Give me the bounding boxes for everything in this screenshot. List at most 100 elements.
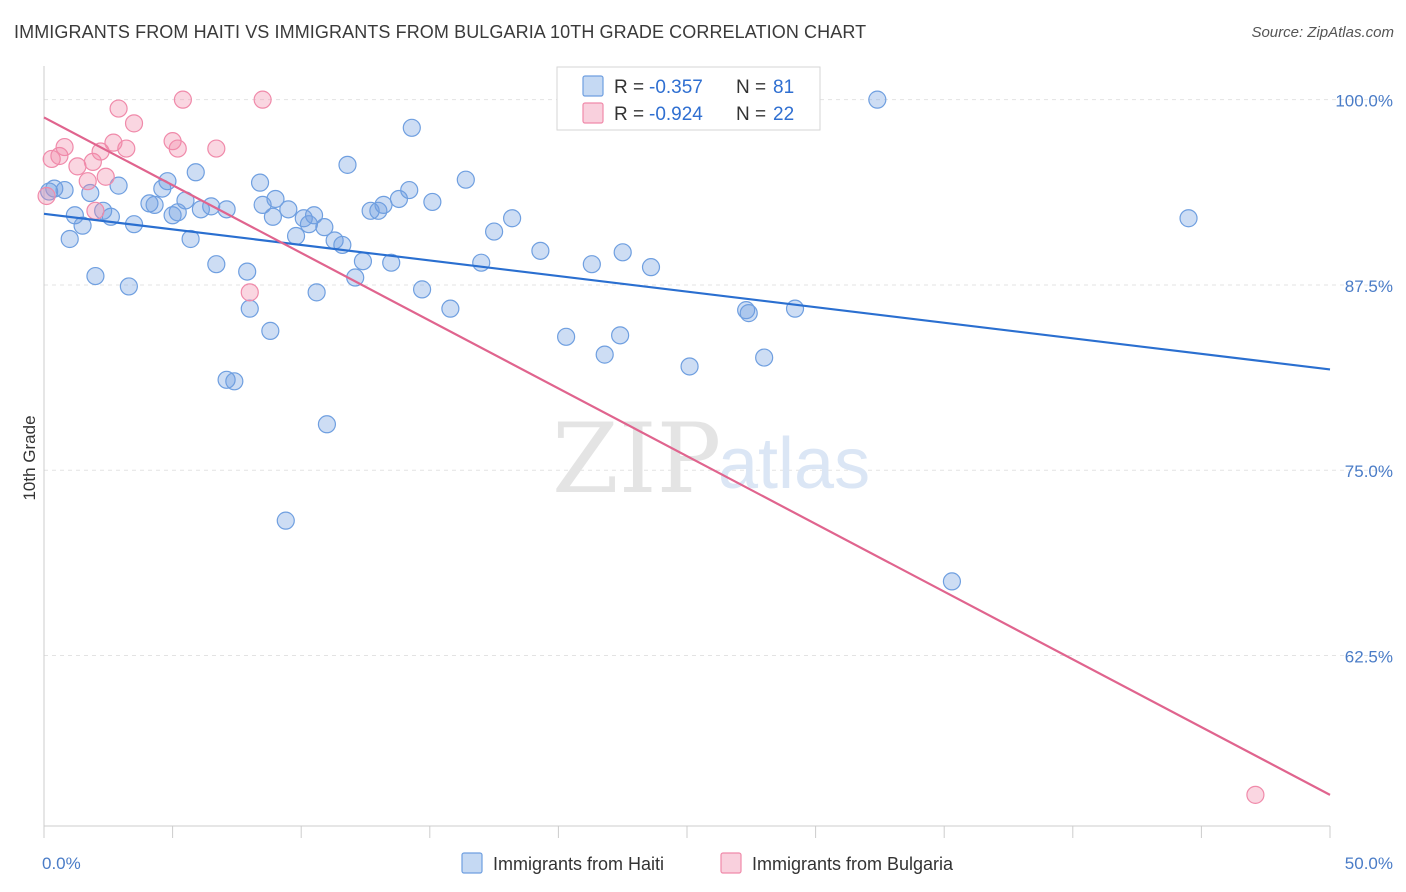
- haiti-point: [595, 345, 614, 364]
- haiti-point: [785, 299, 805, 318]
- haiti-point: [374, 195, 393, 214]
- haiti-point: [207, 255, 226, 274]
- bulgaria-point: [55, 137, 74, 157]
- legend-r-label-haiti: R =: [614, 77, 644, 98]
- haiti-point: [158, 172, 177, 191]
- stats-legend: R = -0.357 N = 81 R = -0.924 N = 22: [556, 66, 821, 131]
- haiti-point: [217, 370, 236, 389]
- haiti-point: [868, 90, 887, 109]
- haiti-point: [119, 277, 138, 296]
- haiti-point: [400, 180, 419, 200]
- haiti-point: [503, 209, 522, 228]
- y-tick-label: 62.5%: [1345, 648, 1393, 667]
- haiti-point: [737, 301, 756, 320]
- y-axis-label: 10th Grade: [20, 415, 39, 500]
- watermark-atlas: atlas: [718, 424, 870, 504]
- haiti-point: [60, 229, 79, 249]
- bulgaria-point: [50, 146, 69, 166]
- haiti-point: [225, 372, 244, 391]
- haiti-point: [299, 215, 319, 234]
- haiti-point: [402, 118, 421, 137]
- y-tick-label: 100.0%: [1335, 92, 1393, 111]
- bulgaria-point: [109, 99, 128, 118]
- haiti-point: [238, 262, 257, 281]
- haiti-point: [307, 283, 326, 302]
- haiti-point: [81, 183, 100, 203]
- haiti-point: [186, 163, 205, 182]
- haiti-point: [456, 170, 475, 189]
- bulgaria-point: [96, 167, 115, 186]
- haiti-point: [294, 209, 313, 228]
- haiti-point: [304, 206, 324, 225]
- legend-n-value-haiti: 81: [773, 77, 794, 98]
- chart-title: IMMIGRANTS FROM HAITI VS IMMIGRANTS FROM…: [14, 22, 867, 42]
- series-legend-label-bulgaria: Immigrants from Bulgaria: [752, 854, 954, 874]
- haiti-point: [163, 206, 182, 225]
- haiti-point: [382, 253, 401, 272]
- haiti-point: [353, 252, 373, 271]
- stats-legend-box: [556, 66, 821, 131]
- haiti-point: [485, 222, 504, 241]
- y-tick-label: 75.0%: [1345, 462, 1393, 481]
- bulgaria-point: [207, 139, 226, 158]
- haiti-point: [145, 195, 164, 214]
- haiti-point: [86, 266, 105, 286]
- haiti-point: [261, 321, 280, 340]
- haiti-point: [55, 180, 74, 200]
- legend-swatch-haiti: [582, 75, 604, 97]
- haiti-point: [531, 241, 550, 260]
- bulgaria-point: [86, 201, 105, 220]
- grid-lines: [44, 99, 1392, 657]
- x-tick-labels: 0.0% 50.0%: [42, 854, 1393, 873]
- haiti-point: [250, 173, 270, 192]
- haiti-point: [472, 253, 491, 272]
- x-tick-label: 0.0%: [42, 854, 81, 873]
- bulgaria-point: [68, 157, 87, 176]
- series-legend-swatch-haiti: [461, 852, 483, 874]
- data-points: [37, 90, 1265, 804]
- y-tick-label: 87.5%: [1345, 277, 1393, 296]
- haiti-point: [315, 218, 334, 237]
- haiti-point: [73, 216, 92, 235]
- series-legend: Immigrants from Haiti Immigrants from Bu…: [461, 852, 954, 874]
- haiti-point: [369, 201, 388, 220]
- bulgaria-trend-line: [43, 116, 1331, 796]
- haiti-point: [240, 299, 259, 318]
- bulgaria-point: [253, 90, 272, 109]
- haiti-point: [942, 572, 962, 591]
- series-legend-swatch-bulgaria: [720, 852, 742, 874]
- haiti-point: [279, 200, 298, 219]
- axes: [43, 66, 1331, 838]
- haiti-trend-line: [43, 212, 1331, 371]
- haiti-point: [739, 304, 758, 323]
- trend-lines: [43, 116, 1331, 796]
- haiti-point: [412, 280, 432, 299]
- legend-swatch-bulgaria: [582, 102, 604, 124]
- haiti-point: [263, 207, 283, 226]
- bulgaria-point: [173, 90, 192, 109]
- haiti-point: [755, 348, 774, 367]
- bulgaria-point: [37, 186, 56, 206]
- watermark-zip: ZIP: [552, 403, 721, 515]
- haiti-point: [641, 258, 661, 277]
- watermark: ZIP atlas: [552, 403, 870, 515]
- legend-r-value-bulgaria: -0.924: [649, 104, 703, 125]
- haiti-point: [276, 511, 295, 530]
- haiti-point: [1179, 209, 1198, 228]
- haiti-point: [680, 357, 699, 376]
- haiti-point: [266, 189, 285, 209]
- haiti-point: [613, 243, 632, 262]
- chart-source: Source: ZipAtlas.com: [1251, 24, 1394, 41]
- legend-r-label-bulgaria: R =: [614, 104, 644, 125]
- haiti-point: [109, 176, 128, 195]
- bulgaria-point: [1246, 785, 1265, 804]
- bulgaria-point: [168, 139, 187, 158]
- haiti-point: [317, 415, 337, 434]
- legend-r-value-haiti: -0.357: [649, 77, 703, 98]
- x-tick-label: 50.0%: [1345, 854, 1393, 873]
- bulgaria-point: [78, 172, 97, 191]
- haiti-point: [557, 327, 576, 346]
- legend-n-label-bulgaria: N =: [736, 104, 766, 125]
- bulgaria-point: [240, 283, 259, 302]
